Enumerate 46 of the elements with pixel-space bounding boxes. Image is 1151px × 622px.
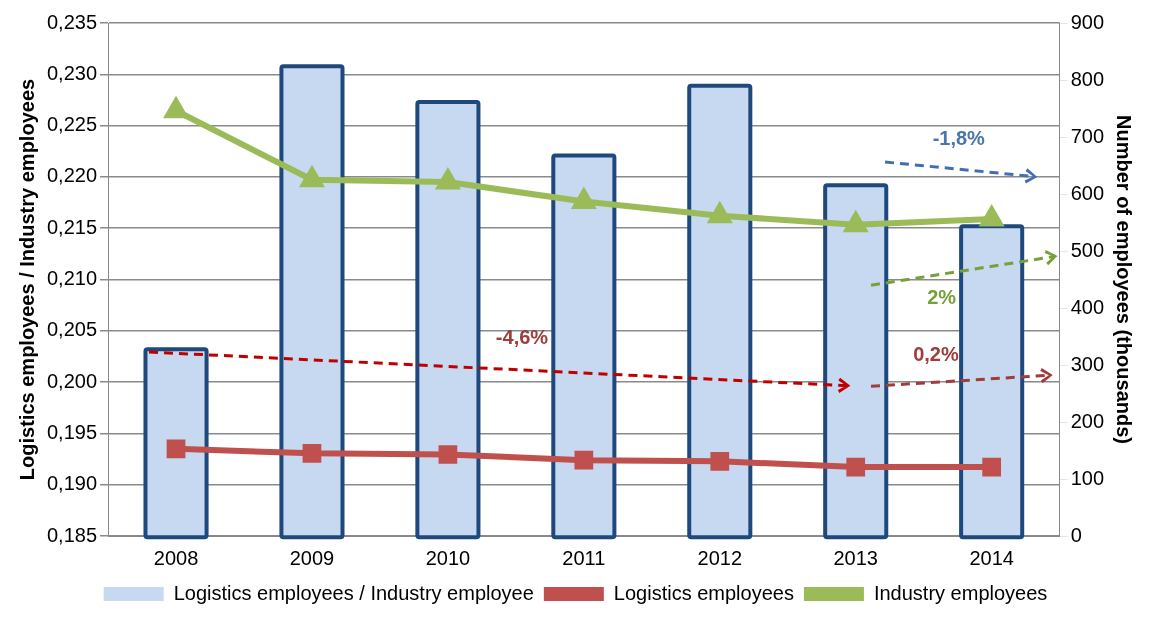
y-tick-label: 0,235 (46, 10, 98, 33)
point (846, 457, 866, 477)
y2-tick-label: 100 (1070, 466, 1105, 489)
y-tick-label: 0,215 (46, 215, 98, 238)
y2-tick-label: 800 (1070, 67, 1105, 90)
y-tick-label: 0,225 (46, 113, 98, 136)
x-tick-label: 2012 (697, 546, 743, 569)
y2-tick-label: 200 (1070, 409, 1105, 432)
point (438, 445, 458, 464)
annotation: -1,8% (932, 126, 986, 149)
y-tick-label: 0,210 (46, 267, 98, 290)
point (302, 443, 322, 463)
y-tick-label: 0,220 (46, 164, 98, 187)
annotation: 2% (927, 286, 957, 308)
y-tick-label: 0,230 (46, 61, 98, 84)
y-tick-label: 0,185 (46, 523, 98, 546)
y2-tick-label: 0 (1070, 523, 1082, 546)
x-tick-label: 2009 (289, 546, 335, 569)
point (166, 439, 186, 459)
y2-tick-label: 500 (1070, 238, 1105, 261)
y2-tick-label: 600 (1070, 181, 1105, 204)
x-tick-label: 2011 (562, 546, 606, 569)
y-axis-title: Logistics employees / Industry employees (15, 78, 38, 481)
legend-label: Industry employees (873, 581, 1048, 604)
y-tick-label: 0,195 (46, 420, 98, 443)
y2-tick-label: 700 (1070, 124, 1105, 147)
y2-tick-label: 400 (1070, 295, 1105, 318)
point (299, 165, 325, 188)
x-tick-label: 2014 (969, 546, 1014, 569)
annotation: 0,2% (913, 342, 959, 365)
point (982, 457, 1002, 477)
legend-label: Logistics employees (613, 581, 794, 604)
y-tick-label: 0,200 (46, 369, 98, 392)
point (163, 96, 187, 119)
y-tick-label: 0,190 (46, 472, 98, 495)
y2-axis-title: Number of employees (thousands) (1113, 115, 1136, 444)
y2-tick-label: 300 (1070, 352, 1105, 375)
x-tick-label: 2013 (833, 546, 878, 569)
x-tick-label: 2008 (153, 546, 199, 569)
point (574, 450, 594, 470)
x-tick-label: 2010 (425, 546, 471, 569)
point (710, 451, 730, 471)
annotation: -4,6% (495, 326, 549, 349)
legend-label: Logistics employees / Industry employee (173, 581, 534, 604)
y2-tick-label: 900 (1070, 10, 1105, 33)
y-tick-label: 0,205 (46, 318, 98, 341)
